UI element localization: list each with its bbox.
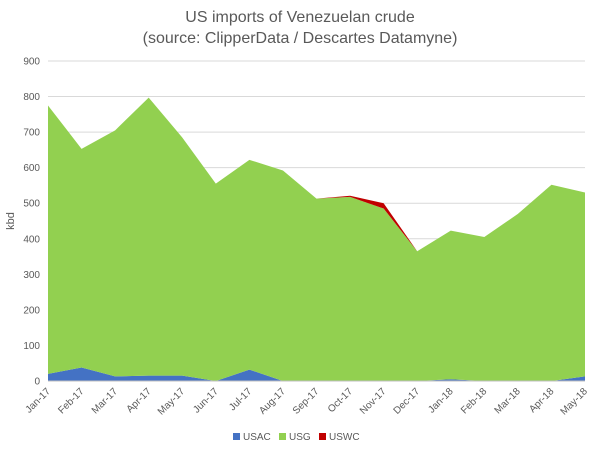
x-tick-label: Nov-17 — [358, 386, 389, 417]
legend-label-uswc: USWC — [329, 432, 360, 443]
y-tick-label: 800 — [23, 92, 40, 103]
plot-areas — [48, 97, 585, 382]
x-tick-label: Apr-17 — [125, 386, 154, 415]
y-tick-label: 700 — [23, 128, 40, 139]
y-tick-label: 500 — [23, 199, 40, 210]
legend-swatch-uswc — [319, 433, 326, 440]
x-tick-label: Oct-17 — [326, 386, 355, 415]
x-tick-label: May-18 — [559, 386, 591, 418]
x-tick-label: Feb-18 — [459, 386, 489, 416]
chart-subtitle: (source: ClipperData / Descartes Datamyn… — [143, 30, 458, 47]
area-usac — [48, 367, 585, 381]
x-tick-label: Mar-18 — [493, 386, 523, 416]
y-tick-label: 900 — [23, 57, 40, 68]
chart-title: US imports of Venezuelan crude — [185, 9, 415, 26]
x-tick-label: Feb-17 — [56, 386, 86, 416]
y-tick-label: 400 — [23, 234, 40, 245]
x-tick-label: Mar-17 — [90, 386, 120, 416]
y-tick-label: 300 — [23, 270, 40, 281]
legend-label-usg: USG — [289, 432, 311, 443]
y-tick-label: 100 — [23, 341, 40, 352]
legend-swatch-usac — [233, 433, 240, 440]
x-tick-label: Jan-17 — [24, 386, 54, 416]
x-tick-label: Apr-18 — [527, 386, 556, 415]
area-usg — [48, 97, 585, 382]
x-tick-label: Dec-17 — [392, 386, 423, 417]
x-tick-label: Aug-17 — [257, 386, 288, 417]
x-tick-label: Jun-17 — [191, 386, 221, 416]
legend-swatch-usg — [279, 433, 286, 440]
x-tick-label: May-17 — [156, 386, 188, 418]
x-tick-label: Jan-18 — [426, 386, 456, 416]
legend: USAC USG USWC — [233, 432, 360, 443]
y-tick-label: 600 — [23, 163, 40, 174]
y-tick-label: 200 — [23, 305, 40, 316]
y-tick-label: 0 — [34, 377, 40, 388]
legend-label-usac: USAC — [243, 432, 271, 443]
x-tick-label: Jul-17 — [227, 386, 254, 413]
y-axis-title: kbd — [5, 212, 17, 230]
x-tick-label: Sep-17 — [291, 386, 322, 417]
